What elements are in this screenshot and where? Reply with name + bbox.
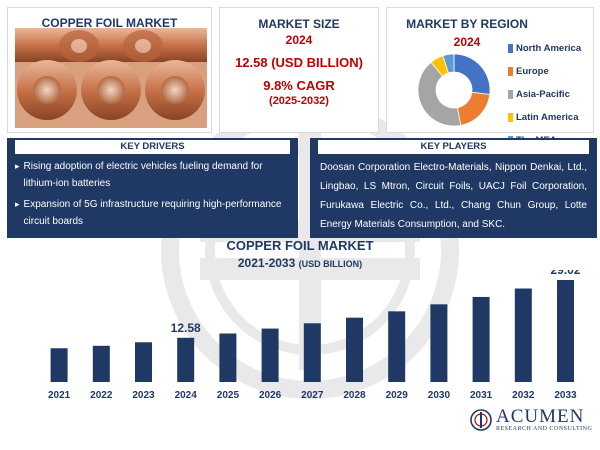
acumen-emblem-icon [470, 409, 492, 431]
acumen-logo: ACUMEN RESEARCH AND CONSULTING [470, 406, 593, 432]
chart-subtitle-years: 2021-2033 [237, 256, 296, 270]
logo-sub-text: RESEARCH AND CONSULTING [496, 426, 593, 432]
market-bar-chart: 2021 2022 2023 2024 12.58 2025 2026 2027 2028 202… [48, 270, 581, 401]
market-by-region-card: MARKET BY REGION 2024 North America Europ… [386, 7, 594, 146]
x-tick-label: 2028 [343, 390, 366, 401]
chart-subtitle: 2021-2033 (USD BILLION) [0, 256, 600, 270]
x-tick-label: 2031 [470, 390, 493, 401]
region-donut-chart [417, 53, 491, 127]
cagr-period: (2025-2032) [269, 95, 329, 107]
legend-item: Europe [508, 60, 581, 83]
bar-2023 [135, 342, 152, 382]
driver-item: ▸ Rising adoption of electric vehicles f… [15, 158, 290, 192]
bar-2029 [388, 311, 406, 382]
legend-swatch [508, 113, 513, 122]
logo-main-text: ACUMEN [496, 406, 585, 427]
key-players-title: KEY PLAYERS [318, 140, 589, 154]
key-players-panel: KEY PLAYERS Doosan Corporation Electro-M… [310, 138, 597, 238]
product-title: COPPER FOIL MARKET [41, 16, 178, 30]
x-tick-label: 2029 [386, 390, 409, 401]
key-drivers-panel: KEY DRIVERS ▸ Rising adoption of electri… [7, 138, 298, 238]
bar-2030 [430, 304, 448, 382]
product-card: COPPER FOIL MARKET [7, 7, 212, 133]
x-tick-label: 2025 [217, 390, 240, 401]
legend-swatch [508, 90, 513, 99]
bar-2025 [219, 333, 237, 382]
x-tick-label: 2023 [132, 390, 155, 401]
driver-text: Expansion of 5G infrastructure requiring… [23, 199, 282, 227]
bar-2027 [303, 323, 321, 382]
key-players-list: Doosan Corporation Electro-Materials, Ni… [320, 162, 587, 230]
legend-item: Latin America [508, 106, 581, 129]
legend-item: Asia-Pacific [508, 83, 581, 106]
legend-item: North America [508, 37, 581, 60]
x-tick-label: 2027 [301, 390, 324, 401]
data-label-2024: 12.58 [171, 321, 201, 335]
x-tick-label: 2022 [90, 390, 113, 401]
legend-label: North America [516, 43, 582, 54]
market-size-card: MARKET SIZE 2024 12.58 (USD BILLION) 9.8… [219, 7, 379, 133]
bar-2031 [472, 296, 490, 382]
donut-slice-asia-pacific [417, 61, 462, 127]
region-year: 2024 [453, 35, 481, 49]
driver-item: ▸ Expansion of 5G infrastructure requiri… [15, 196, 290, 230]
chart-subtitle-unit: (USD BILLION) [298, 259, 363, 269]
bar-2022 [92, 345, 110, 382]
driver-text: Rising adoption of electric vehicles fue… [23, 161, 263, 189]
x-tick-label: 2033 [554, 390, 577, 401]
key-drivers-title: KEY DRIVERS [15, 140, 290, 154]
x-tick-label: 2021 [48, 390, 71, 401]
legend-label: Europe [516, 66, 549, 77]
x-tick-label: 2030 [428, 390, 451, 401]
donut-slice-the-mea [442, 53, 455, 74]
bullet-icon: ▸ [15, 199, 20, 209]
donut-slice-north-america [453, 53, 491, 95]
market-size-title: MARKET SIZE [258, 17, 340, 31]
chart-title: COPPER FOIL MARKET [226, 238, 374, 253]
bar-2028 [346, 317, 363, 382]
bar-2033 [557, 280, 574, 382]
legend-label: Latin America [516, 112, 579, 123]
legend-label: Asia-Pacific [516, 89, 570, 100]
x-tick-label: 2026 [259, 390, 282, 401]
market-size-year: 2024 [285, 33, 313, 47]
bar-2032 [514, 288, 532, 382]
bar-2024 [177, 337, 195, 382]
bar-2021 [50, 348, 68, 382]
data-label-2033: 29.02 [550, 270, 580, 277]
copper-foil-rolls-image [15, 28, 207, 128]
region-legend: North America Europe Asia-Pacific Latin Ame… [508, 37, 581, 152]
legend-swatch [508, 67, 513, 76]
legend-swatch [508, 44, 513, 53]
cagr-value: 9.8% CAGR [263, 78, 335, 93]
bar-2026 [261, 328, 279, 382]
region-title: MARKET BY REGION [406, 17, 528, 31]
bullet-icon: ▸ [15, 161, 20, 171]
market-size-value: 12.58 (USD BILLION) [235, 55, 363, 70]
x-tick-label: 2024 [175, 390, 198, 401]
donut-slice-europe [456, 91, 491, 126]
x-tick-label: 2032 [512, 390, 535, 401]
